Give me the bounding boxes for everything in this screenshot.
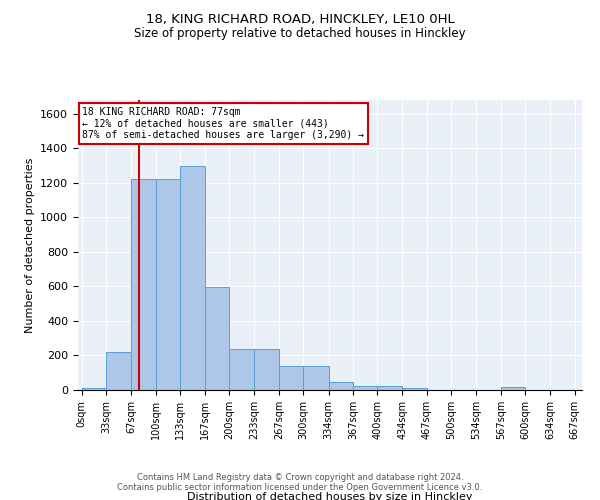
Text: Size of property relative to detached houses in Hinckley: Size of property relative to detached ho… [134, 28, 466, 40]
Bar [229, 350, 254, 390]
Text: 18, KING RICHARD ROAD, HINCKLEY, LE10 0HL: 18, KING RICHARD ROAD, HINCKLEY, LE10 0H… [146, 12, 454, 26]
Bar [304, 366, 329, 390]
Bar [180, 166, 205, 390]
Text: Contains HM Land Registry data © Crown copyright and database right 2024.
Contai: Contains HM Land Registry data © Crown c… [118, 473, 482, 492]
Text: 18 KING RICHARD ROAD: 77sqm
← 12% of detached houses are smaller (443)
87% of se: 18 KING RICHARD ROAD: 77sqm ← 12% of det… [82, 107, 364, 140]
Bar [106, 352, 131, 390]
Bar [254, 350, 279, 390]
Y-axis label: Number of detached properties: Number of detached properties [25, 158, 35, 332]
Bar [403, 388, 427, 390]
Bar [279, 366, 304, 390]
Bar [377, 386, 403, 390]
Bar [353, 386, 377, 390]
Bar [131, 178, 155, 390]
X-axis label: Distribution of detached houses by size in Hinckley: Distribution of detached houses by size … [187, 492, 473, 500]
Bar [329, 382, 353, 390]
Bar [205, 288, 229, 390]
Bar [501, 386, 525, 390]
Bar [155, 178, 180, 390]
Bar [82, 388, 106, 390]
